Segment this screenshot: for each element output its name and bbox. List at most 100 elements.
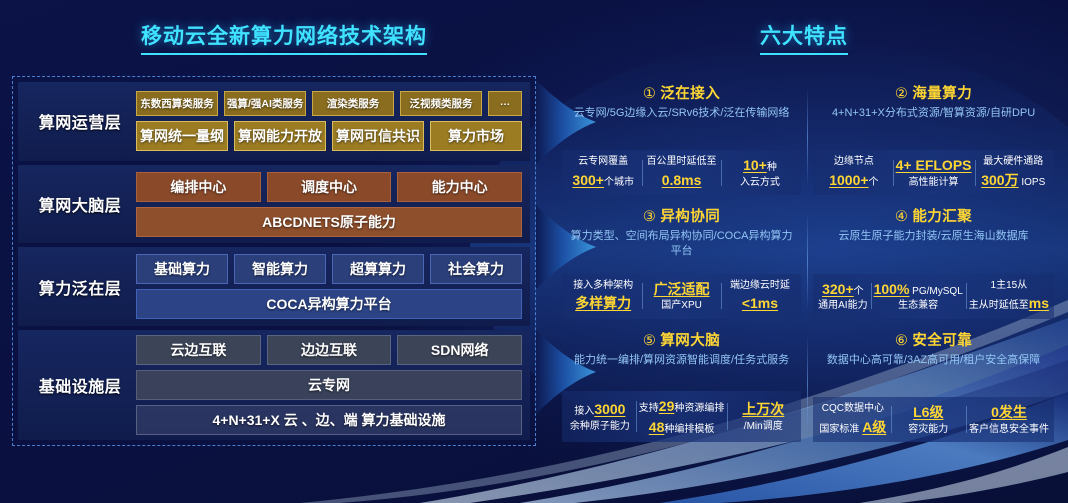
architecture-chip[interactable]: 强算/强AI类服务	[224, 91, 306, 117]
layer-row: 东数西算类服务 强算/强AI类服务 渲染类服务 泛视频类服务…	[136, 91, 522, 117]
feature-description: 云原生原子能力封装/云原生海山数据库	[838, 230, 1029, 243]
feature-number: ⑥	[894, 332, 909, 349]
feature-number: ③	[642, 209, 657, 226]
stat-highlight: 0.8ms	[661, 171, 702, 188]
stat-top-line: 广泛适配	[645, 279, 717, 300]
stat-top-line: 边缘节点	[833, 156, 874, 168]
page-title-features: 六大特点	[760, 20, 848, 55]
stat-bottom-line: 客户信息安全事件	[969, 423, 1050, 435]
architecture-chip[interactable]: 东数西算类服务	[136, 91, 218, 117]
architecture-chip[interactable]: ABCDNETS原子能力	[136, 206, 522, 237]
feature-name: 泛在接入	[660, 86, 721, 102]
architecture-chip[interactable]: 边边互联	[266, 335, 392, 366]
feature-name: 海量算力	[912, 86, 973, 102]
feature-number: ④	[894, 209, 909, 226]
stat-highlight: 多样算力	[575, 295, 632, 312]
stat-item[interactable]: 接入多种架构 多样算力	[564, 279, 642, 314]
layer-label: 算网大脑层	[38, 198, 122, 215]
stat-highlight: 4+ EFLOPS	[895, 157, 972, 174]
feature-stats: 接入3000 余种原子能力 支持29种资源编排 48种编排模板 上万次/Min调度	[562, 391, 802, 442]
feature-card: ⑥ 安全可靠 数据中心高可靠/3AZ高可用/租户安全高保障 CQC数据中心 国家标准 A…	[807, 323, 1060, 446]
architecture-chip[interactable]: 智能算力	[234, 254, 326, 285]
architecture-chip[interactable]: 超算算力	[332, 254, 424, 285]
stat-highlight: 10+	[743, 157, 767, 174]
architecture-chip[interactable]: 算网能力开放	[234, 121, 326, 152]
architecture-chip[interactable]: SDN网络	[397, 335, 523, 366]
stat-top-line: L6级	[894, 402, 963, 423]
architecture-chip[interactable]: 社会算力	[430, 254, 522, 285]
architecture-chip[interactable]: 调度中心	[266, 171, 392, 202]
stat-bottom-line: 300万 IOPS	[981, 171, 1046, 188]
stat-highlight: 320+	[822, 280, 854, 297]
layer-row: 云边互联 边边互联 SDN网络	[136, 335, 523, 366]
stat-top-line: 10+种	[743, 157, 777, 174]
layer-row: 云专网	[136, 370, 522, 401]
stat-item[interactable]: 最大硬件通路 300万 IOPS	[974, 155, 1053, 190]
feature-heading: ③ 异构协同	[562, 205, 801, 226]
architecture-chip[interactable]: 4+N+31+X 云 、边、端 算力基础设施	[136, 405, 522, 436]
stat-item[interactable]: 320+个 通用AI能力	[815, 279, 870, 314]
architecture-layer: 算力泛在层 基础算力 智能算力 超算算力 社会算力 COCA异构算力平台	[18, 247, 530, 327]
architecture-chip[interactable]: 泛视频类服务	[400, 91, 482, 117]
stat-item[interactable]: 1主15从 主从时延低至ms	[965, 279, 1052, 314]
architecture-chip[interactable]: 云专网	[136, 370, 522, 401]
stat-highlight: 29	[658, 398, 675, 414]
layer-rows: 东数西算类服务 强算/强AI类服务 渲染类服务 泛视频类服务… 算网统一量纲 算网能力开放…	[136, 91, 522, 152]
stat-item[interactable]: 10+种 入云方式	[720, 155, 799, 190]
stat-item[interactable]: L6级 容灾能力	[890, 402, 966, 437]
architecture-chip[interactable]: 算网统一量纲	[136, 121, 228, 152]
feature-stats: 接入多种架构 多样算力 广泛适配 国产XPU 端边缘云时延 <1ms	[562, 273, 802, 319]
stat-item[interactable]: CQC数据中心 国家标准 A级	[815, 402, 890, 437]
stat-item[interactable]: 广泛适配 国产XPU	[642, 279, 720, 314]
stat-highlight: <1ms	[741, 295, 779, 312]
feature-description: 4+N+31+X分布式资源/智算资源/自研DPU	[831, 107, 1036, 119]
stat-item[interactable]: 0发生 客户信息安全事件	[966, 402, 1052, 437]
feature-heading: ② 海量算力	[813, 82, 1054, 103]
architecture-chip[interactable]: 能力中心	[397, 171, 523, 202]
stat-item[interactable]: 边缘节点 1000+个	[815, 155, 893, 190]
stat-highlight: L6级	[913, 404, 944, 420]
feature-number: ⑤	[642, 332, 657, 349]
architecture-chip[interactable]: …	[488, 91, 522, 117]
layer-row: 4+N+31+X 云 、边、端 算力基础设施	[136, 405, 522, 436]
feature-description: 能力统一编排/算网资源智能调度/任务式服务	[574, 353, 790, 366]
stat-bottom-line: /Min调度	[743, 420, 783, 432]
stat-bottom-line: 余种原子能力	[569, 420, 630, 432]
stat-bottom-line: 主从时延低至ms	[968, 295, 1049, 312]
feature-description: 云专网/5G边缘入云/SRv6技术/泛在传输网络	[573, 107, 790, 119]
stat-item[interactable]: 百公里时延低至 0.8ms	[642, 155, 720, 190]
architecture-chip[interactable]: COCA异构算力平台	[136, 289, 522, 320]
architecture-diagram: 算网运营层 东数西算类服务 强算/强AI类服务 渲染类服务 泛视频类服务… 算网统一量纲算…	[12, 76, 536, 446]
layer-label: 算力泛在层	[38, 280, 122, 298]
stat-item[interactable]: 端边缘云时延 <1ms	[720, 279, 799, 314]
stat-item[interactable]: 4+ EFLOPS 高性能计算	[892, 155, 975, 190]
stat-highlight: 广泛适配	[653, 280, 710, 297]
stat-top-line: 4+ EFLOPS	[896, 155, 972, 176]
stat-bottom-line: 国家标准 A级	[819, 418, 887, 435]
stat-highlight: 3000	[594, 401, 626, 417]
architecture-chip[interactable]: 算力市场	[430, 121, 522, 152]
stat-item[interactable]: 100% PG/MySQL 生态兼容	[870, 279, 966, 314]
stat-bottom-line: 1000+个	[829, 171, 879, 188]
stat-highlight: A级	[862, 418, 887, 435]
architecture-chip[interactable]: 算网可信共识	[332, 121, 424, 152]
feature-stats: 边缘节点 1000+个 4+ EFLOPS 高性能计算 最大硬件通路 300万 IOPS	[813, 150, 1054, 196]
stat-item[interactable]: 支持29种资源编排 48种编排模板	[635, 396, 728, 437]
architecture-chip[interactable]: 基础算力	[136, 254, 228, 285]
stat-item[interactable]: 云专网覆盖 300+个城市	[564, 155, 642, 190]
architecture-chip[interactable]: 编排中心	[136, 171, 261, 202]
stat-item[interactable]: 接入3000 余种原子能力	[564, 399, 636, 434]
stat-bottom-line: 0.8ms	[645, 170, 717, 191]
layer-row: ABCDNETS原子能力	[136, 206, 522, 237]
architecture-chip[interactable]: 云边互联	[136, 335, 261, 366]
feature-card: ③ 异构协同算力类型、空间布局异构协同/COCA异构算力平台接入多种架构 多样算力广…	[556, 199, 807, 322]
feature-description: 算力类型、空间布局异构协同/COCA异构算力平台	[570, 230, 793, 258]
swoosh-highlight	[860, 447, 1068, 503]
stat-item[interactable]: 上万次/Min调度	[727, 399, 799, 434]
feature-card: ② 海量算力 4+N+31+X分布式资源/智算资源/自研DPU 边缘节点 1000+个 4…	[807, 76, 1060, 199]
layer-label: 基础设施层	[38, 379, 122, 397]
feature-heading: ⑥ 安全可靠	[813, 329, 1054, 350]
architecture-chip[interactable]: 渲染类服务	[312, 91, 394, 117]
feature-heading: ⑤ 算网大脑	[562, 329, 801, 350]
